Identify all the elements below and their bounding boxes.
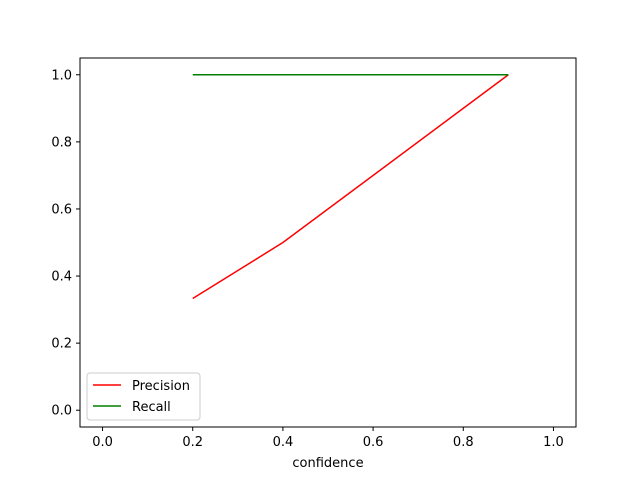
x-tick-label: 0.0 [92,435,113,450]
precision-line [192,74,509,300]
y-tick-label: 0.4 [51,270,72,285]
legend: Precision Recall [86,372,201,421]
x-tick-label: 0.4 [273,435,294,450]
x-axis-ticks: 0.0 0.2 0.4 0.6 0.8 1.0 [92,427,564,450]
y-tick-label: 0.8 [51,135,72,150]
y-tick-label: 0.2 [51,337,72,352]
x-tick-label: 0.6 [363,435,384,450]
x-tick-label: 1.0 [543,435,564,450]
x-tick-label: 0.2 [182,435,203,450]
y-tick-label: 1.0 [51,68,72,83]
y-tick-label: 0.6 [51,202,72,217]
y-tick-label: 0.0 [51,404,72,419]
x-axis-label: confidence [292,456,363,471]
series-lines [192,74,509,300]
x-tick-label: 0.8 [453,435,474,450]
legend-label-precision: Precision [132,379,190,394]
plot-frame [79,57,577,428]
legend-label-recall: Recall [132,400,171,415]
y-axis-ticks: 0.0 0.2 0.4 0.6 0.8 1.0 [51,68,80,419]
